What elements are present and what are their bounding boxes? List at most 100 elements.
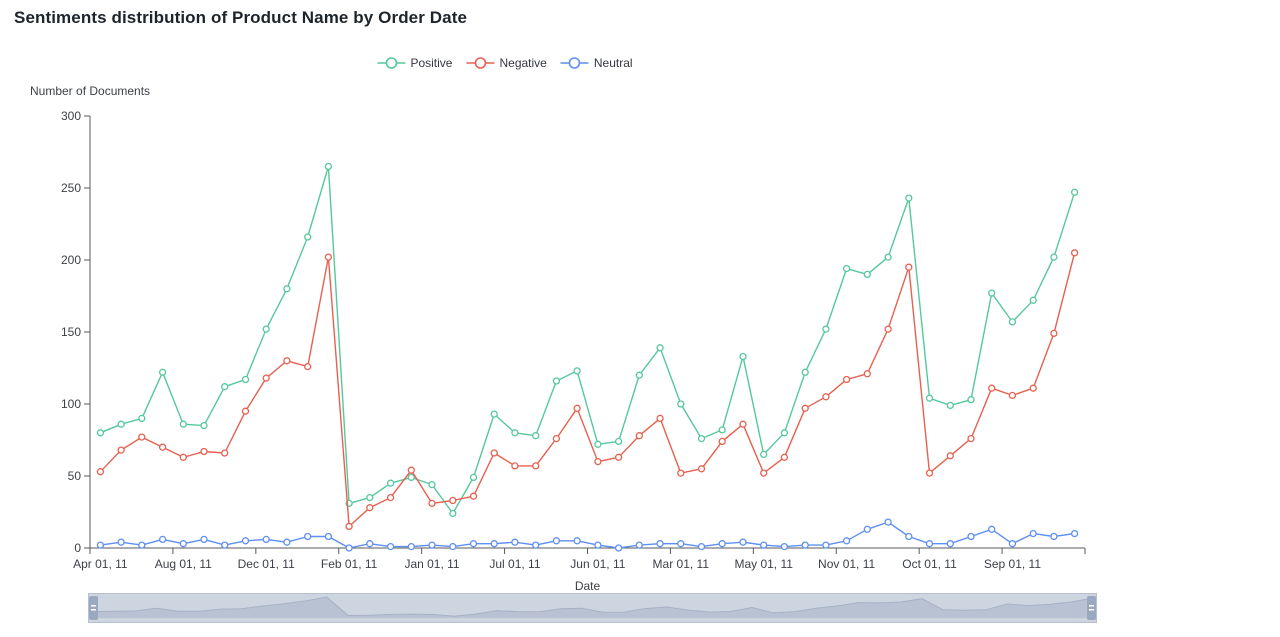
data-point-marker xyxy=(780,429,789,437)
data-point-marker xyxy=(96,429,105,437)
data-point-marker xyxy=(532,541,540,549)
x-axis-tick-label: Jul 01, 11 xyxy=(489,557,540,571)
series-positive xyxy=(96,162,1079,518)
legend-item-positive[interactable]: Positive xyxy=(377,56,452,70)
data-point-marker xyxy=(635,371,643,379)
data-point-marker xyxy=(262,325,270,333)
datazoom-slider[interactable] xyxy=(88,593,1097,623)
data-point-marker xyxy=(614,453,623,461)
data-point-marker xyxy=(221,541,229,549)
data-point-marker xyxy=(614,437,623,446)
data-point-marker xyxy=(718,540,726,548)
legend-label: Neutral xyxy=(593,56,633,70)
y-axis-tick-label: 250 xyxy=(61,181,81,195)
x-axis-tick-label: May 01, 11 xyxy=(734,557,793,571)
data-point-marker xyxy=(324,253,333,261)
data-point-marker xyxy=(511,462,519,470)
data-point-marker xyxy=(407,542,415,551)
data-point-marker xyxy=(718,437,726,446)
legend: Positive Negative Neutral xyxy=(377,56,633,70)
data-point-marker xyxy=(138,433,146,441)
data-point-marker xyxy=(801,541,809,549)
data-point-marker xyxy=(1050,253,1058,261)
data-point-marker xyxy=(200,447,208,456)
data-point-marker xyxy=(780,453,789,461)
y-axis-title: Number of Documents xyxy=(30,84,150,98)
data-point-marker xyxy=(718,426,726,434)
y-axis-tick-label: 0 xyxy=(74,541,81,555)
x-axis-title: Date xyxy=(575,579,601,593)
data-point-marker xyxy=(179,420,187,428)
data-point-marker xyxy=(449,496,457,505)
legend-item-negative[interactable]: Negative xyxy=(466,56,547,70)
data-point-marker xyxy=(905,532,913,541)
x-axis-tick-label: Dec 01, 11 xyxy=(238,557,295,571)
data-point-marker xyxy=(221,383,229,391)
slider-handle-left[interactable] xyxy=(89,596,98,620)
chart-title: Sentiments distribution of Product Name … xyxy=(14,8,468,27)
series-negative xyxy=(96,249,1079,531)
data-point-marker xyxy=(428,499,436,508)
data-point-marker xyxy=(822,325,830,333)
data-point-marker xyxy=(179,540,187,548)
data-point-marker xyxy=(573,537,581,545)
data-point-marker xyxy=(511,538,519,546)
x-axis-tick-label: Mar 01, 11 xyxy=(653,557,710,571)
data-point-marker xyxy=(614,544,623,552)
data-point-marker xyxy=(158,368,167,376)
data-point-marker xyxy=(967,434,975,443)
grip-line xyxy=(91,605,96,607)
series-line-negative xyxy=(99,252,1076,528)
data-point-marker xyxy=(656,344,664,352)
data-point-marker xyxy=(946,401,954,410)
data-point-marker xyxy=(366,504,374,512)
data-point-marker xyxy=(511,429,519,437)
data-point-marker xyxy=(842,264,851,273)
data-point-marker xyxy=(697,434,706,443)
data-point-marker xyxy=(366,540,374,548)
data-point-marker xyxy=(842,375,851,384)
data-point-marker xyxy=(552,537,561,545)
data-point-marker xyxy=(200,421,208,430)
series-line-positive xyxy=(100,165,1076,515)
grip-line xyxy=(91,609,96,611)
data-point-marker xyxy=(842,537,851,545)
data-point-marker xyxy=(1070,249,1079,257)
data-point-marker xyxy=(200,535,208,544)
data-point-marker xyxy=(925,469,934,477)
data-point-marker xyxy=(304,362,312,371)
data-point-marker xyxy=(304,532,312,541)
data-point-marker xyxy=(863,370,871,378)
data-point-marker xyxy=(428,480,436,489)
legend-item-neutral[interactable]: Neutral xyxy=(560,56,633,70)
data-point-marker xyxy=(304,233,312,241)
data-point-marker xyxy=(283,538,291,546)
data-point-marker xyxy=(449,509,457,518)
y-axis-tick-label: 100 xyxy=(61,397,81,411)
data-point-marker xyxy=(138,414,146,423)
datazoom-canvas xyxy=(89,596,1096,620)
data-point-marker xyxy=(407,473,415,482)
data-point-marker xyxy=(117,538,125,546)
data-point-marker xyxy=(386,493,395,502)
y-axis-tick-label: 300 xyxy=(61,109,81,123)
right-handle-grip xyxy=(1087,596,1096,620)
legend-marker-icon xyxy=(560,57,589,69)
data-point-marker xyxy=(739,420,747,428)
x-axis-tick-label: Aug 01, 11 xyxy=(155,557,212,571)
data-point-marker xyxy=(739,538,747,546)
data-point-marker xyxy=(241,375,250,384)
data-point-marker xyxy=(241,407,250,415)
data-point-marker xyxy=(925,540,934,548)
data-point-marker xyxy=(635,541,643,549)
datazoom-shadow-line xyxy=(92,596,1093,617)
data-point-marker xyxy=(573,404,581,412)
legend-label: Negative xyxy=(499,56,547,70)
data-point-marker xyxy=(179,453,187,461)
data-point-marker xyxy=(677,400,685,408)
data-point-marker xyxy=(532,432,540,440)
slider-handle-right[interactable] xyxy=(1087,596,1096,620)
data-point-marker xyxy=(863,525,871,533)
grip-line xyxy=(1089,605,1094,607)
data-point-marker xyxy=(221,449,229,457)
